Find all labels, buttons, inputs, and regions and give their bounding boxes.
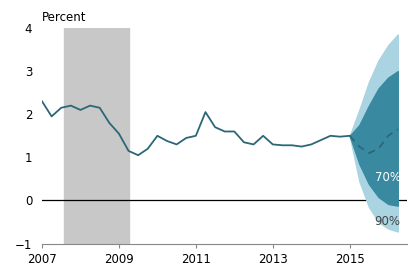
Bar xyxy=(64,28,129,244)
Text: 90%: 90% xyxy=(375,216,401,228)
Text: Percent: Percent xyxy=(42,11,87,24)
Text: 70%: 70% xyxy=(375,171,401,184)
